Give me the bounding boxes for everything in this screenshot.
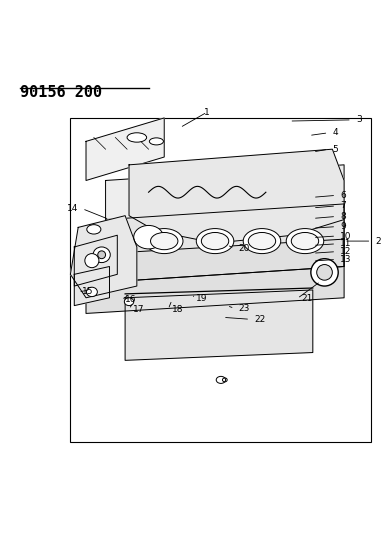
Text: 17: 17 xyxy=(133,305,144,314)
Text: 19: 19 xyxy=(196,294,207,303)
Text: 11: 11 xyxy=(340,239,352,248)
Text: 12: 12 xyxy=(340,247,352,256)
Text: 5: 5 xyxy=(332,144,338,154)
Bar xyxy=(70,118,371,442)
Polygon shape xyxy=(125,290,313,360)
Text: 90156 200: 90156 200 xyxy=(20,85,102,100)
Ellipse shape xyxy=(86,287,97,296)
Polygon shape xyxy=(86,118,164,181)
Polygon shape xyxy=(74,266,109,305)
Ellipse shape xyxy=(145,229,183,254)
Ellipse shape xyxy=(317,264,332,280)
Ellipse shape xyxy=(201,232,229,249)
Text: 13: 13 xyxy=(340,255,352,264)
Polygon shape xyxy=(70,216,137,298)
Text: 2: 2 xyxy=(375,237,381,246)
Ellipse shape xyxy=(311,259,338,286)
Ellipse shape xyxy=(124,298,134,305)
Ellipse shape xyxy=(196,229,234,254)
Polygon shape xyxy=(106,165,344,282)
Ellipse shape xyxy=(151,232,178,249)
Text: 1: 1 xyxy=(204,108,210,117)
Ellipse shape xyxy=(216,376,226,383)
Text: 16: 16 xyxy=(125,295,136,304)
Text: 21: 21 xyxy=(301,294,312,303)
Ellipse shape xyxy=(87,225,101,234)
Text: 23: 23 xyxy=(239,304,250,313)
Ellipse shape xyxy=(248,232,276,249)
Polygon shape xyxy=(86,239,344,313)
Text: 8: 8 xyxy=(340,212,346,221)
Ellipse shape xyxy=(93,247,110,263)
Ellipse shape xyxy=(134,225,163,249)
Polygon shape xyxy=(129,149,344,243)
Text: 3: 3 xyxy=(356,115,362,124)
Ellipse shape xyxy=(127,133,147,142)
Ellipse shape xyxy=(243,229,281,254)
Text: 18: 18 xyxy=(172,305,183,314)
Ellipse shape xyxy=(286,229,324,254)
Ellipse shape xyxy=(98,251,106,259)
Text: 10: 10 xyxy=(340,231,352,240)
Ellipse shape xyxy=(85,254,99,268)
Text: 20: 20 xyxy=(239,244,250,253)
Text: 6: 6 xyxy=(340,191,346,200)
Polygon shape xyxy=(74,235,117,286)
Text: 7: 7 xyxy=(340,201,346,211)
Text: 22: 22 xyxy=(254,315,265,324)
Text: 9: 9 xyxy=(340,222,346,231)
Polygon shape xyxy=(106,204,344,282)
Text: 15: 15 xyxy=(82,287,93,296)
Text: 4: 4 xyxy=(332,128,338,138)
Ellipse shape xyxy=(149,138,163,145)
Text: 14: 14 xyxy=(67,204,78,213)
Ellipse shape xyxy=(291,232,319,249)
